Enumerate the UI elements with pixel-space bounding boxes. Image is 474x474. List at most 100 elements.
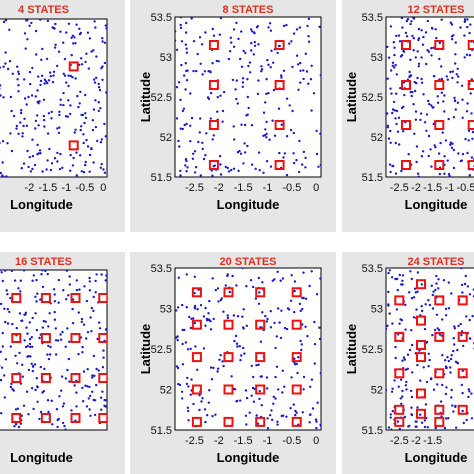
- data-point: [47, 112, 51, 115]
- data-point: [454, 62, 457, 65]
- data-point: [6, 142, 9, 145]
- data-point: [64, 428, 67, 430]
- data-point: [179, 98, 182, 102]
- state-marker: [274, 160, 285, 170]
- data-point: [67, 84, 70, 88]
- data-point: [245, 285, 248, 288]
- data-point: [412, 316, 416, 319]
- data-point: [46, 399, 50, 402]
- data-point: [53, 27, 56, 30]
- data-point: [424, 303, 427, 306]
- data-point: [250, 364, 253, 368]
- data-point: [390, 428, 393, 430]
- data-point: [392, 164, 395, 168]
- data-point: [463, 56, 466, 59]
- data-point: [17, 72, 21, 76]
- state-marker: [401, 160, 411, 170]
- data-point: [209, 71, 212, 74]
- data-point: [281, 369, 284, 372]
- data-point: [184, 158, 188, 161]
- data-point: [451, 76, 454, 80]
- state-marker: [457, 368, 468, 379]
- data-point: [222, 364, 225, 368]
- data-point: [21, 132, 24, 135]
- data-point: [27, 165, 30, 169]
- data-point: [97, 86, 101, 89]
- data-point: [54, 43, 57, 46]
- data-point: [467, 139, 470, 142]
- data-point: [412, 17, 416, 20]
- data-point: [453, 99, 457, 103]
- data-point: [319, 424, 321, 427]
- data-point: [75, 174, 79, 177]
- data-point: [454, 405, 457, 409]
- data-point: [77, 105, 80, 109]
- data-point: [105, 274, 107, 277]
- data-point: [204, 420, 207, 424]
- data-point: [417, 65, 420, 68]
- data-point: [30, 336, 33, 339]
- data-point: [91, 119, 95, 122]
- data-point: [100, 138, 104, 141]
- data-point: [192, 152, 195, 155]
- state-marker: [11, 293, 22, 303]
- data-point: [410, 20, 413, 23]
- data-point: [297, 356, 300, 359]
- data-point: [181, 328, 184, 332]
- data-point: [459, 26, 462, 29]
- data-point: [46, 19, 50, 23]
- data-point: [211, 27, 214, 31]
- data-point: [285, 23, 288, 27]
- data-point: [34, 312, 37, 315]
- data-point: [410, 277, 413, 281]
- data-point: [302, 375, 306, 379]
- data-point: [27, 413, 30, 416]
- data-point: [62, 402, 66, 405]
- data-point: [265, 320, 268, 323]
- data-point: [417, 62, 421, 65]
- panel-6: 24 STATES -2.5 -2 -1.5 51.5 52 52.5 53 53.5 Longi…: [342, 252, 474, 474]
- data-point: [267, 26, 270, 29]
- data-point: [1, 331, 4, 335]
- data-point: [88, 37, 92, 40]
- data-point: [300, 343, 303, 346]
- data-point: [245, 324, 248, 327]
- data-point: [250, 49, 253, 52]
- data-point: [18, 312, 22, 315]
- x-tick-label: -1: [263, 435, 273, 447]
- data-point: [469, 23, 472, 26]
- state-marker: [394, 404, 405, 415]
- data-point: [70, 54, 73, 57]
- data-point: [53, 318, 57, 321]
- data-point: [85, 52, 88, 55]
- data-point: [0, 142, 1, 145]
- x-axis-label: Longitude: [405, 450, 468, 465]
- data-point: [302, 150, 306, 154]
- state-marker: [434, 331, 445, 342]
- data-point: [68, 283, 72, 286]
- data-point: [8, 28, 11, 31]
- state-marker: [434, 416, 445, 427]
- data-point: [292, 131, 295, 135]
- data-point: [281, 414, 285, 417]
- data-point: [33, 163, 37, 167]
- data-point: [449, 357, 453, 361]
- data-point: [438, 57, 441, 61]
- data-point: [33, 363, 37, 366]
- data-point: [434, 288, 437, 292]
- data-point: [31, 316, 34, 320]
- state-marker: [68, 61, 79, 72]
- data-point: [20, 167, 23, 170]
- data-point: [201, 73, 204, 76]
- data-point: [227, 170, 231, 173]
- data-point: [209, 91, 213, 95]
- data-point: [48, 147, 51, 151]
- data-point: [408, 424, 411, 428]
- data-point: [52, 288, 56, 291]
- data-point: [46, 82, 49, 85]
- data-point: [4, 62, 7, 65]
- data-point: [45, 168, 48, 171]
- data-point: [50, 110, 53, 114]
- data-point: [447, 359, 450, 363]
- data-point: [243, 352, 246, 355]
